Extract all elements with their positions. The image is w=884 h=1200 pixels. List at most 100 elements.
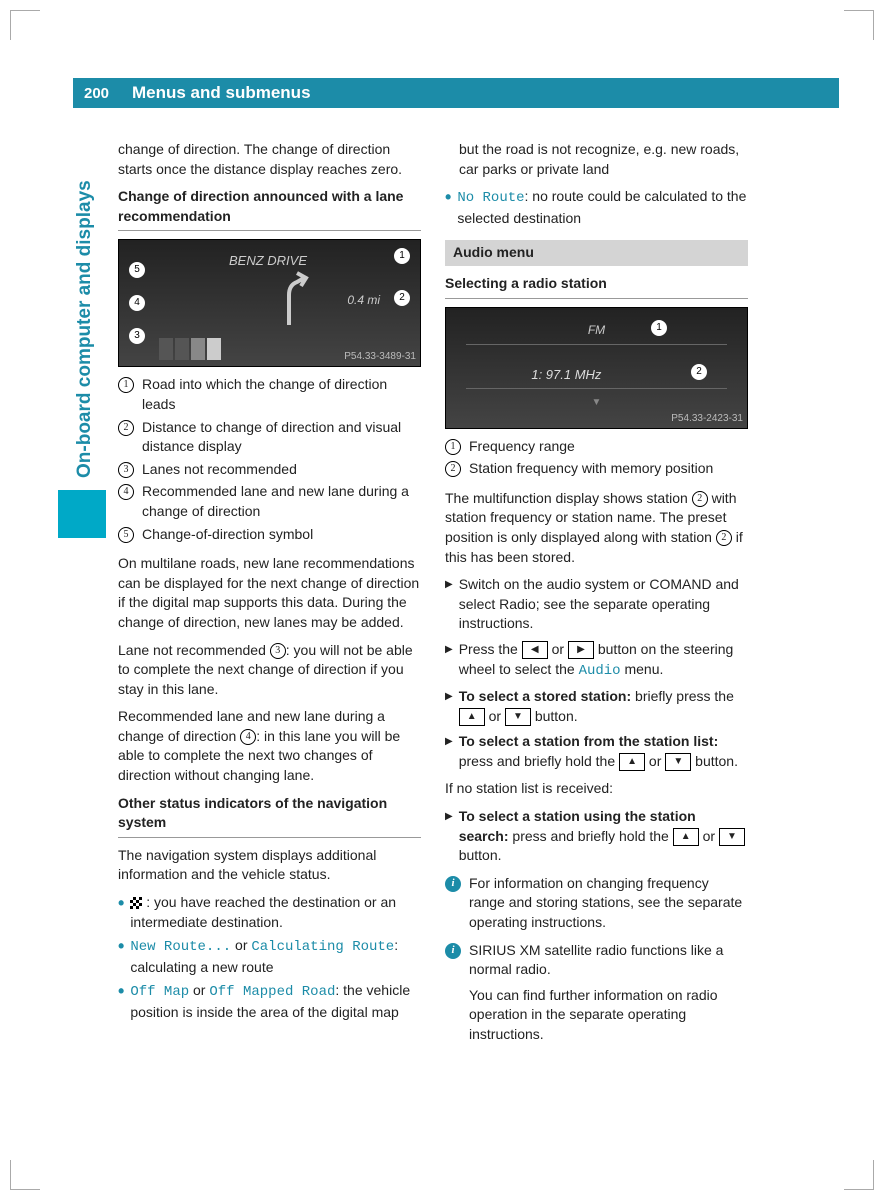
image-code: P54.33-3489-31: [344, 350, 416, 364]
paragraph: If no station list is received:: [445, 779, 748, 799]
checkered-flag-icon: [130, 897, 142, 909]
diagram-label: FM: [588, 322, 605, 339]
paragraph: On multilane roads, new lane recommendat…: [118, 554, 421, 632]
crop-mark: [10, 1160, 40, 1190]
legend-item: 1Road into which the change of direction…: [118, 375, 421, 414]
text: press and briefly hold the: [459, 753, 619, 769]
text: SIRIUS XM satellite radio functions like…: [469, 942, 723, 978]
subheading: Other status indicators of the navigatio…: [118, 794, 421, 838]
paragraph: Recommended lane and new lane during a c…: [118, 707, 421, 785]
down-button-icon: ▼: [665, 753, 691, 771]
text: or: [699, 828, 719, 844]
mono-text: New Route...: [130, 939, 231, 955]
callout-3: 3: [118, 462, 134, 478]
side-tab: [58, 490, 106, 538]
legend-text: Station frequency with memory position: [469, 459, 713, 479]
list-item: : you have reached the destination or an…: [118, 893, 421, 932]
info-icon: i: [445, 943, 461, 959]
legend-text: Distance to change of direction and visu…: [142, 418, 421, 457]
callout-1: 1: [118, 377, 134, 393]
subheading: Change of direction announced with a lan…: [118, 187, 421, 231]
step-item: Press the ◀ or ▶ button on the steering …: [445, 640, 748, 681]
text: Press the: [459, 641, 522, 657]
text: : you have reached the destination or an…: [130, 894, 396, 930]
up-button-icon: ▲: [673, 828, 699, 846]
legend-text: Lanes not recommended: [142, 460, 297, 480]
callout-inline: 3: [270, 643, 286, 659]
callout-marker: 3: [129, 328, 145, 344]
header-title: Menus and submenus: [120, 81, 311, 105]
paragraph: but the road is not recognize, e.g. new …: [445, 140, 748, 179]
right-button-icon: ▶: [568, 641, 594, 659]
legend-list: 1Road into which the change of direction…: [118, 375, 421, 544]
step-list: Switch on the audio system or COMAND and…: [445, 575, 748, 771]
bold-text: To select a station from the station lis…: [459, 733, 719, 749]
text: For information on changing frequency ra…: [469, 874, 748, 933]
callout-5: 5: [118, 527, 134, 543]
lane-diagram: 1 2 3 4 5 BENZ DRIVE 0.4 mi P54.33-3489-…: [118, 239, 421, 367]
legend-text: Frequency range: [469, 437, 575, 457]
step-item: To select a stored station: briefly pres…: [445, 687, 748, 726]
info-note: i For information on changing frequency …: [445, 874, 748, 933]
down-button-icon: ▼: [505, 708, 531, 726]
mono-text: No Route: [457, 190, 524, 206]
mono-text: Calculating Route: [251, 939, 394, 955]
page-number: 200: [73, 78, 120, 108]
up-button-icon: ▲: [459, 708, 485, 726]
bullet-list: No Route: no route could be calculated t…: [445, 187, 748, 228]
callout-marker: 2: [691, 364, 707, 380]
paragraph: The navigation system displays additiona…: [118, 846, 421, 885]
callout-marker: 5: [129, 262, 145, 278]
callout-marker: 1: [651, 320, 667, 336]
step-list: To select a station using the station se…: [445, 807, 748, 866]
info-icon: i: [445, 876, 461, 892]
content: change of direction. The change of direc…: [118, 140, 748, 1061]
callout-inline: 2: [716, 530, 732, 546]
image-code: P54.33-2423-31: [671, 412, 743, 426]
legend-text: Recommended lane and new lane during a c…: [142, 482, 421, 521]
list-item: Off Map or Off Mapped Road: the vehicle …: [118, 981, 421, 1022]
header-bar: Menus and submenus: [120, 78, 839, 108]
callout-2: 2: [445, 461, 461, 477]
right-column: but the road is not recognize, e.g. new …: [445, 140, 748, 1061]
radio-diagram: FM 1 1: 97.1 MHz 2 ▼ P54.33-2423-31: [445, 307, 748, 429]
text: or: [485, 708, 505, 724]
text: You can find further information on radi…: [469, 986, 748, 1045]
text: menu.: [621, 661, 664, 677]
left-column: change of direction. The change of direc…: [118, 140, 421, 1061]
callout-marker: 2: [394, 290, 410, 306]
text: Lane not recommended: [118, 642, 270, 658]
callout-2: 2: [118, 420, 134, 436]
legend-item: 4 Recommended lane and new lane during a …: [118, 482, 421, 521]
paragraph: The multifunction display shows station …: [445, 489, 748, 567]
step-item: To select a station using the station se…: [445, 807, 748, 866]
callout-inline: 2: [692, 491, 708, 507]
legend-item: 2 Station frequency with memory position: [445, 459, 748, 479]
text: briefly press the: [631, 688, 734, 704]
paragraph: Lane not recommended 3: you will not be …: [118, 641, 421, 700]
text: The multifunction display shows station: [445, 490, 692, 506]
step-item: To select a station from the station lis…: [445, 732, 748, 771]
text: button.: [459, 847, 502, 863]
bold-text: To select a stored station:: [459, 688, 631, 704]
callout-4: 4: [118, 484, 134, 500]
diagram-label: 0.4 mi: [347, 292, 380, 309]
text: button.: [531, 708, 578, 724]
mono-text: Off Map: [130, 984, 189, 1000]
mono-text: Audio: [579, 663, 621, 679]
callout-1: 1: [445, 439, 461, 455]
legend-list: 1 Frequency range 2 Station frequency with…: [445, 437, 748, 479]
legend-item: 3 Lanes not recommended: [118, 460, 421, 480]
info-note: i SIRIUS XM satellite radio functions li…: [445, 941, 748, 1053]
paragraph: change of direction. The change of direc…: [118, 140, 421, 179]
list-item: No Route: no route could be calculated t…: [445, 187, 748, 228]
callout-marker: 1: [394, 248, 410, 264]
legend-item: 1 Frequency range: [445, 437, 748, 457]
mono-text: Off Mapped Road: [209, 984, 335, 1000]
text: or: [645, 753, 665, 769]
crop-mark: [10, 10, 40, 40]
subheading: Selecting a radio station: [445, 274, 748, 299]
legend-text: Change-of-direction symbol: [142, 525, 313, 545]
text: or: [548, 641, 568, 657]
list-item: New Route... or Calculating Route: calcu…: [118, 936, 421, 977]
